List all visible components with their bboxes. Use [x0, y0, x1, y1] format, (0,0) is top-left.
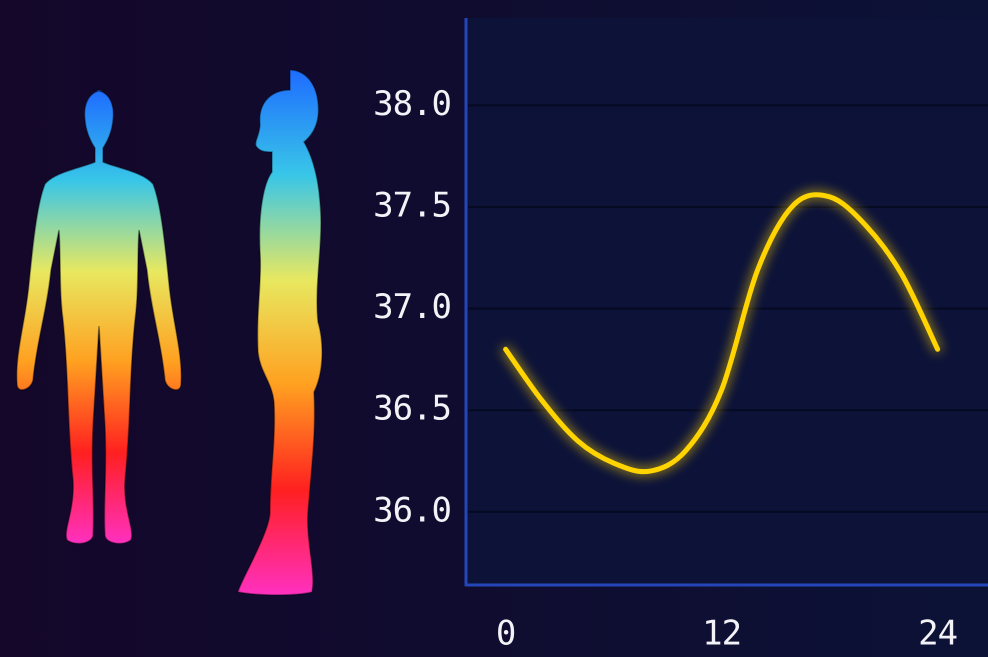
- x-tick-label: 12: [702, 614, 741, 654]
- x-tick-label: 24: [918, 614, 957, 654]
- y-tick-label: 37.0: [373, 287, 451, 327]
- y-tick-label: 36.5: [373, 389, 451, 429]
- y-tick-label: 38.0: [373, 84, 451, 124]
- plot-area: [466, 18, 988, 585]
- line-series: [503, 192, 941, 475]
- y-tick-label: 36.0: [373, 490, 451, 530]
- x-tick-label: 0: [496, 614, 515, 654]
- body-side: [237, 69, 323, 596]
- body-front: [15, 89, 183, 545]
- y-tick-label: 37.5: [373, 186, 451, 226]
